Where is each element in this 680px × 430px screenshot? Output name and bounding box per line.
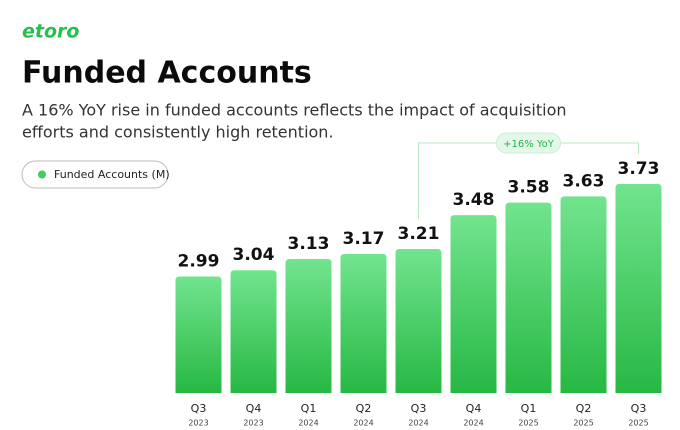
x-tick-label: Q2 — [576, 402, 592, 415]
x-tick-label: Q4 — [246, 402, 262, 415]
x-tick-label: Q3 — [411, 402, 427, 415]
x-tick-label: Q1 — [301, 402, 317, 415]
subtitle-line: efforts and consistently high retention. — [22, 123, 334, 142]
bar — [395, 248, 442, 393]
value-label: 3.13 — [288, 234, 330, 254]
chart-title: Funded Accounts — [22, 56, 312, 91]
x-tick-year: 2025 — [518, 419, 538, 428]
x-tick-label: Q3 — [191, 402, 207, 415]
value-label: 3.63 — [563, 171, 605, 191]
legend-swatch — [38, 170, 46, 179]
x-tick-year: 2023 — [188, 419, 208, 428]
subtitle-line: A 16% YoY rise in funded accounts reflec… — [22, 101, 567, 120]
x-tick-year: 2025 — [628, 419, 648, 428]
value-label: 3.04 — [233, 245, 275, 265]
value-label: 3.58 — [508, 178, 550, 198]
legend-label: Funded Accounts (M) — [54, 168, 170, 181]
x-tick-label: Q4 — [466, 402, 482, 415]
x-tick-label: Q2 — [356, 402, 372, 415]
annotation-pill — [496, 132, 561, 154]
brand-logo: etoro — [22, 21, 79, 43]
x-tick-year: 2023 — [243, 419, 263, 428]
x-tick-year: 2025 — [573, 419, 593, 428]
legend-box — [21, 160, 169, 189]
x-tick-year: 2024 — [353, 419, 373, 428]
x-tick-label: Q1 — [521, 402, 537, 415]
bar — [230, 270, 277, 393]
value-label: 3.48 — [453, 190, 495, 210]
bar — [560, 196, 607, 393]
value-label: 2.99 — [178, 252, 220, 272]
annotation-text: +16% YoY — [503, 139, 555, 150]
x-tick-year: 2024 — [408, 419, 428, 428]
bar — [175, 276, 222, 393]
x-tick-label: Q3 — [631, 402, 647, 415]
x-tick-year: 2024 — [463, 419, 483, 428]
bar — [615, 183, 662, 393]
value-label: 3.17 — [343, 229, 385, 249]
bar — [450, 215, 497, 393]
bar — [340, 253, 387, 393]
value-label: 3.73 — [618, 159, 660, 179]
bar — [505, 202, 552, 393]
x-tick-year: 2024 — [298, 419, 318, 428]
bar — [285, 258, 332, 393]
value-label: 3.21 — [398, 224, 440, 244]
